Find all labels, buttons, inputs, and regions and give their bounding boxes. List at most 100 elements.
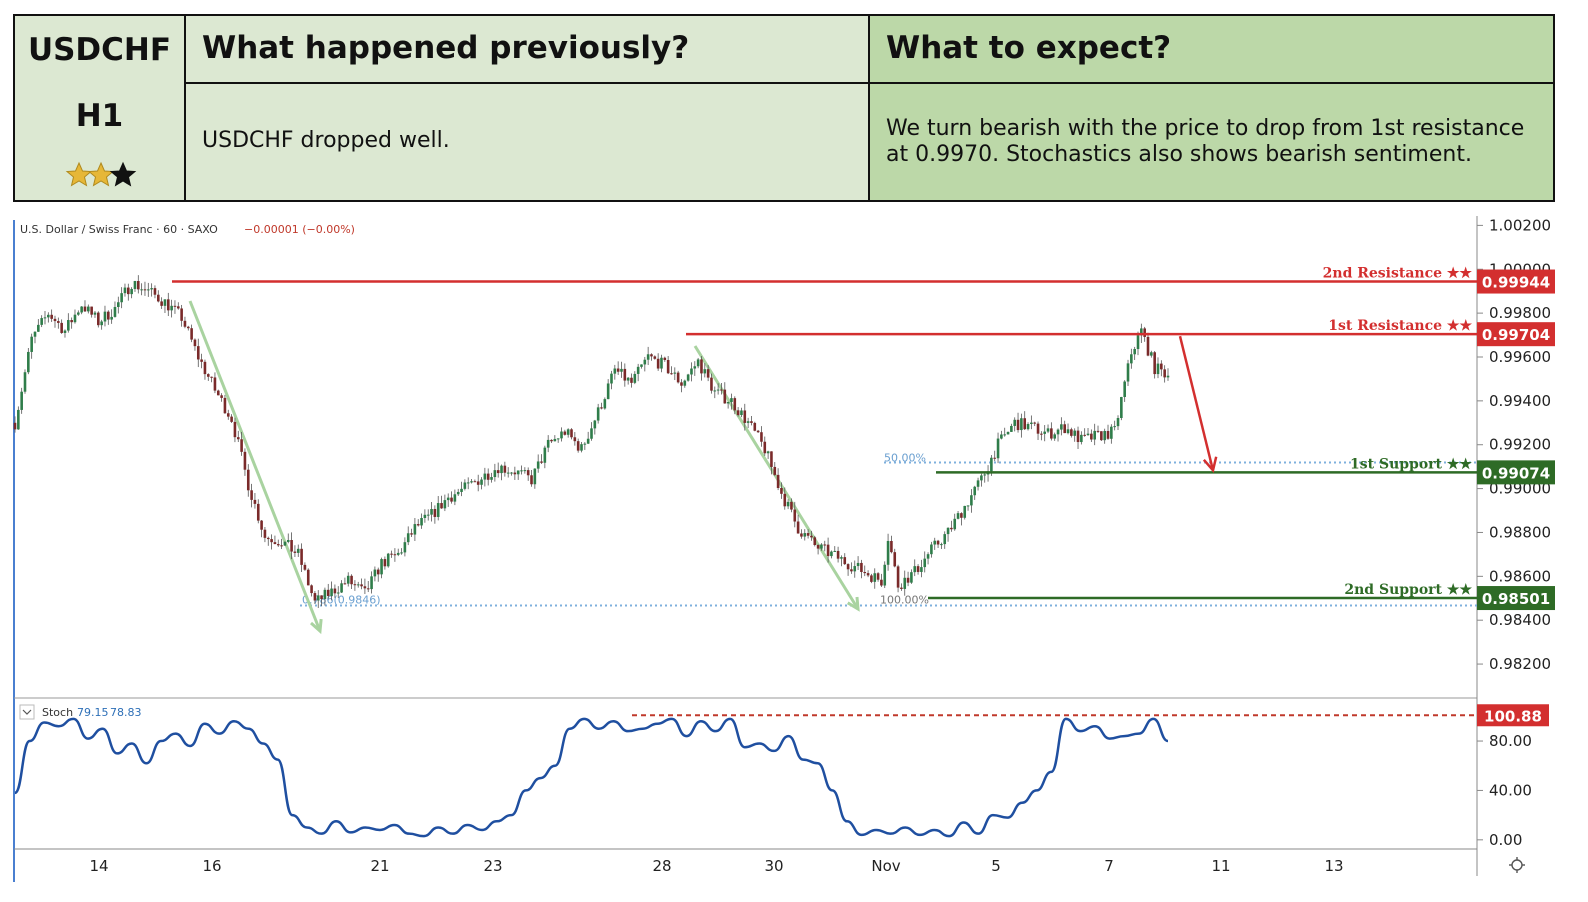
candle-body xyxy=(466,482,470,484)
candle-body xyxy=(976,480,980,487)
candle-body xyxy=(600,407,603,409)
candle-body xyxy=(47,314,50,318)
candle-body xyxy=(750,421,753,423)
candle-body xyxy=(853,566,857,572)
candle-body xyxy=(120,293,123,303)
candle-body xyxy=(37,324,40,332)
candle-body xyxy=(1063,424,1066,434)
candle-body xyxy=(763,441,767,454)
candle-body xyxy=(83,306,87,312)
candle-body xyxy=(886,540,890,565)
candle-body xyxy=(506,472,510,474)
candle-body xyxy=(1030,422,1033,425)
candle-body xyxy=(406,533,410,543)
candle-body xyxy=(723,389,727,404)
candle-body xyxy=(1113,426,1116,428)
candle-body xyxy=(950,527,953,530)
candle-body xyxy=(786,501,790,507)
candle-body xyxy=(13,422,17,430)
candle-body xyxy=(320,595,323,600)
candle-body xyxy=(556,438,560,440)
collapse-button[interactable] xyxy=(19,704,35,720)
candle-body xyxy=(980,475,983,481)
candle-body xyxy=(1146,336,1150,356)
candle-body xyxy=(413,524,417,535)
candle-body xyxy=(823,544,827,546)
candle-body xyxy=(703,369,707,374)
candle-body xyxy=(883,564,887,586)
candle-body xyxy=(403,542,407,553)
candle-body xyxy=(1143,328,1146,337)
candle-body xyxy=(616,368,620,372)
candle-body xyxy=(560,431,563,439)
candle-body xyxy=(626,377,630,381)
candle-body xyxy=(933,540,937,545)
candle-body xyxy=(860,562,863,572)
candle-body xyxy=(730,398,733,403)
candle-body xyxy=(1026,424,1030,430)
candle-body xyxy=(1000,434,1003,439)
candle-body xyxy=(1150,352,1153,356)
candle-body xyxy=(516,470,520,475)
price-tick-label: 0.98800 xyxy=(1489,523,1551,541)
expect-title-cell: What to expect? xyxy=(868,14,1555,84)
candle-body xyxy=(606,383,610,400)
candle-body xyxy=(846,564,850,570)
candle-body xyxy=(236,437,240,440)
date-tick-label: 7 xyxy=(1104,857,1114,875)
candle-body xyxy=(746,421,750,423)
candle-body xyxy=(333,588,337,594)
candle-body xyxy=(510,472,513,474)
candle-body xyxy=(526,470,530,476)
level-value: 0.99944 xyxy=(1482,274,1550,292)
candle-body xyxy=(536,461,540,469)
candle-body xyxy=(630,377,633,383)
stoch-tick-label: 40.00 xyxy=(1489,781,1532,799)
candle-body xyxy=(656,358,660,369)
candle-body xyxy=(856,562,860,567)
candle-body xyxy=(583,443,587,445)
candle-body xyxy=(1093,430,1096,440)
star-icon xyxy=(65,161,93,187)
candle-body xyxy=(783,493,787,507)
candle-body xyxy=(20,391,23,410)
candle-body xyxy=(900,587,903,589)
date-tick-label: 11 xyxy=(1211,857,1230,875)
symbol-title: U.S. Dollar / Swiss Franc · 60 · SAXO xyxy=(20,223,218,236)
candle-body xyxy=(340,583,343,593)
candle-body xyxy=(486,473,490,480)
candle-body xyxy=(806,533,810,536)
settings-icon[interactable] xyxy=(1509,857,1525,873)
candle-body xyxy=(173,305,177,307)
candle-body xyxy=(876,573,880,580)
candle-body xyxy=(996,438,1000,459)
candle-body xyxy=(363,586,367,589)
candle-body xyxy=(740,410,743,416)
candle-body xyxy=(840,557,843,559)
candle-body xyxy=(293,551,297,553)
candle-body xyxy=(973,486,977,496)
candle-body xyxy=(693,366,697,369)
candle-body xyxy=(253,499,257,504)
candle-body xyxy=(810,535,813,538)
candle-body xyxy=(67,320,70,331)
candle-body xyxy=(493,470,497,478)
candle-body xyxy=(366,588,370,590)
candle-body xyxy=(676,372,680,383)
candle-body xyxy=(77,312,80,315)
candle-body xyxy=(127,287,130,295)
candle-body xyxy=(90,306,93,315)
candle-body xyxy=(193,339,197,347)
candle-body xyxy=(990,457,993,472)
previous-title: What happened previously? xyxy=(202,30,690,66)
candle-body xyxy=(1103,430,1106,441)
candle-body xyxy=(1133,349,1136,355)
candle-body xyxy=(850,569,853,572)
candle-body xyxy=(113,306,117,317)
date-tick-label: 16 xyxy=(202,857,221,875)
candle-body xyxy=(546,439,550,448)
candle-body xyxy=(446,497,450,501)
candle-body xyxy=(940,544,943,546)
candle-body xyxy=(993,457,997,459)
candle-body xyxy=(870,575,873,582)
